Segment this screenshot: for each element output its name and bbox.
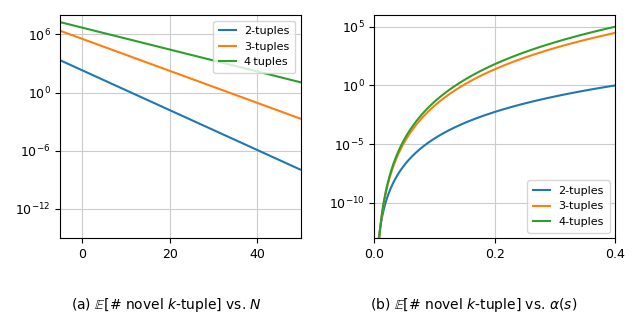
Text: (b) $\mathbb{E}[\#$ novel $k$-tuple$]$ vs. $\alpha(s)$: (b) $\mathbb{E}[\#$ novel $k$-tuple$]$ v… <box>370 296 577 314</box>
Line: 2-tuples: 2-tuples <box>379 86 615 238</box>
4-tuples <box>375 236 383 240</box>
4 tuples <box>171 49 179 53</box>
3-tuples <box>306 120 314 124</box>
2-tuples <box>56 58 64 62</box>
4 tuples <box>56 20 64 24</box>
Line: 2-tuples: 2-tuples <box>60 60 310 174</box>
2-tuples <box>171 111 179 114</box>
Line: 4-tuples: 4-tuples <box>379 27 615 238</box>
4-tuples <box>490 63 497 67</box>
3-tuples <box>299 118 307 121</box>
2-tuples <box>375 236 383 240</box>
2-tuples <box>575 90 582 94</box>
Legend: 2-tuples, 3-tuples, 4-tuples: 2-tuples, 3-tuples, 4-tuples <box>527 180 609 232</box>
3-tuples <box>526 54 534 58</box>
4-tuples <box>611 25 619 29</box>
4-tuples <box>607 26 615 29</box>
3-tuples <box>507 61 515 65</box>
4-tuples <box>600 27 608 31</box>
4 tuples <box>306 83 314 87</box>
2-tuples <box>299 169 307 172</box>
4 tuples <box>253 69 260 73</box>
3-tuples <box>596 35 604 38</box>
2-tuples <box>522 101 529 105</box>
3-tuples <box>178 73 186 77</box>
4-tuples <box>609 25 616 29</box>
2-tuples <box>69 64 77 68</box>
3-tuples <box>610 31 618 35</box>
2-tuples <box>444 129 451 133</box>
3-tuples <box>611 31 619 35</box>
3-tuples <box>298 118 306 121</box>
2-tuples <box>178 113 186 117</box>
4 tuples <box>299 81 307 85</box>
4-tuples <box>531 47 538 51</box>
Text: (a) $\mathbb{E}[\#$ novel $k$-tuple$]$ vs. $N$: (a) $\mathbb{E}[\#$ novel $k$-tuple$]$ v… <box>71 296 262 314</box>
3-tuples <box>56 29 64 33</box>
3-tuples <box>576 39 584 43</box>
2-tuples <box>306 172 314 176</box>
Line: 3-tuples: 3-tuples <box>60 31 310 122</box>
3-tuples <box>475 75 483 79</box>
2-tuples <box>385 192 392 196</box>
3-tuples <box>69 34 77 37</box>
4-tuples <box>546 42 554 46</box>
3-tuples <box>171 71 179 75</box>
Line: 3-tuples: 3-tuples <box>380 33 615 238</box>
3-tuples <box>376 236 383 240</box>
3-tuples <box>253 101 260 105</box>
4 tuples <box>178 51 186 55</box>
Legend: 2-tuples, 3-tuples, 4 tuples: 2-tuples, 3-tuples, 4 tuples <box>213 21 296 73</box>
2-tuples <box>253 148 260 152</box>
2-tuples <box>611 84 619 87</box>
2-tuples <box>298 169 306 172</box>
2-tuples <box>473 116 481 120</box>
4 tuples <box>298 81 306 85</box>
4 tuples <box>69 23 77 27</box>
2-tuples <box>400 164 408 168</box>
Line: 4 tuples: 4 tuples <box>60 22 310 85</box>
